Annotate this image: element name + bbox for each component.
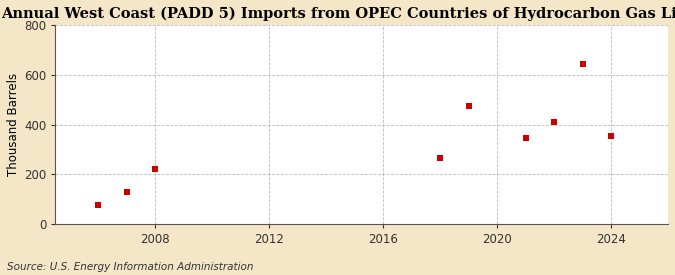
Point <box>549 120 560 124</box>
Point <box>463 104 474 108</box>
Point <box>605 134 616 138</box>
Point <box>150 167 161 172</box>
Point <box>435 156 446 160</box>
Point <box>520 136 531 141</box>
Point <box>577 62 588 66</box>
Y-axis label: Thousand Barrels: Thousand Barrels <box>7 73 20 176</box>
Point <box>92 203 103 208</box>
Point <box>122 189 132 194</box>
Text: Source: U.S. Energy Information Administration: Source: U.S. Energy Information Administ… <box>7 262 253 272</box>
Title: Annual West Coast (PADD 5) Imports from OPEC Countries of Hydrocarbon Gas Liquid: Annual West Coast (PADD 5) Imports from … <box>1 7 675 21</box>
